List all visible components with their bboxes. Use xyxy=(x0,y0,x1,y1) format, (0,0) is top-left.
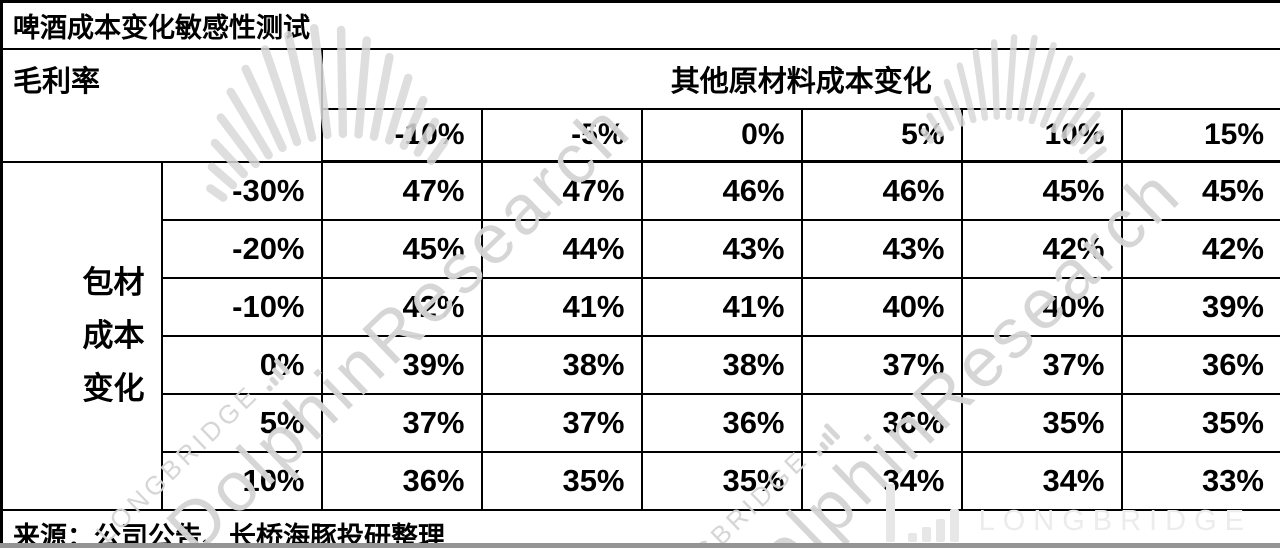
col-header-10%: 10% xyxy=(960,108,1123,163)
row-header--30%: -30% xyxy=(160,160,323,221)
table-cell: 40% xyxy=(960,277,1123,337)
table-cell: 42% xyxy=(1120,219,1280,279)
table-cell: 37% xyxy=(480,393,643,453)
table-cell: 45% xyxy=(960,160,1123,221)
col-header--10%: -10% xyxy=(320,108,483,163)
table-row: 0% 39% 38% 38% 37% 37% 36% xyxy=(2,335,1280,395)
header-group-row: 毛利率 其他原材料成本变化 xyxy=(0,48,1280,163)
col-header-5%: 5% xyxy=(800,108,963,163)
column-group-label: 其他原材料成本变化 xyxy=(320,48,1280,110)
table-cell: 44% xyxy=(480,219,643,279)
table-cell: 38% xyxy=(640,335,803,395)
table-cell: 47% xyxy=(480,160,643,221)
table-cell: 35% xyxy=(1120,393,1280,453)
title-row: 啤酒成本变化敏感性测试 xyxy=(0,0,1280,50)
table-cell: 37% xyxy=(320,393,483,453)
table-row: -10% 42% 41% 41% 40% 40% 39% xyxy=(2,277,1280,337)
row-header-10%: 10% xyxy=(160,451,323,511)
table-row: 包材 成本 变化 -30% 47% 47% 46% 46% 45% 45% xyxy=(0,160,1280,511)
col-header-0%: 0% xyxy=(640,108,803,163)
figure-title: 啤酒成本变化敏感性测试 xyxy=(0,0,1280,50)
table-cell: 42% xyxy=(320,277,483,337)
source-note: 来源：公司公告、长桥海豚投研整理 xyxy=(0,509,1280,548)
table-cell: 35% xyxy=(640,451,803,511)
table-cell: 37% xyxy=(960,335,1123,395)
table-cell: 36% xyxy=(1120,335,1280,395)
table-cell: 45% xyxy=(320,219,483,279)
row-header-5%: 5% xyxy=(160,393,323,453)
table-cell: 43% xyxy=(640,219,803,279)
table-cell: 35% xyxy=(480,451,643,511)
table-cell: 37% xyxy=(800,335,963,395)
table-cell: 34% xyxy=(800,451,963,511)
table-cell: 40% xyxy=(800,277,963,337)
col-header-15%: 15% xyxy=(1120,108,1280,163)
table-cell: 41% xyxy=(480,277,643,337)
table-cell: 35% xyxy=(960,393,1123,453)
table-cell: 36% xyxy=(320,451,483,511)
table-row: -20% 45% 44% 43% 43% 42% 42% xyxy=(2,219,1280,279)
table-cell: 38% xyxy=(480,335,643,395)
col-header--5%: -5% xyxy=(480,108,643,163)
table-cell: 36% xyxy=(640,393,803,453)
table-cell: 39% xyxy=(1120,277,1280,337)
table-cell: 45% xyxy=(1120,160,1280,221)
table-row: 5% 37% 37% 36% 36% 35% 35% xyxy=(2,393,1280,453)
table-cell: 46% xyxy=(640,160,803,221)
row-header--20%: -20% xyxy=(160,219,323,279)
table-cell: 42% xyxy=(960,219,1123,279)
table-cell: 36% xyxy=(800,393,963,453)
table-cell: 39% xyxy=(320,335,483,395)
table-cell: 34% xyxy=(960,451,1123,511)
table-cell: 46% xyxy=(800,160,963,221)
row-group-label: 包材 成本 变化 xyxy=(0,160,163,511)
row-header--10%: -10% xyxy=(160,277,323,337)
table-cell: 43% xyxy=(800,219,963,279)
table-cell: 41% xyxy=(640,277,803,337)
source-row: 来源：公司公告、长桥海豚投研整理 xyxy=(0,509,1280,548)
corner-label: 毛利率 xyxy=(0,48,323,163)
row-header-0%: 0% xyxy=(160,335,323,395)
table-row: 10% 36% 35% 35% 34% 34% 33% xyxy=(2,451,1280,511)
table-cell: 33% xyxy=(1120,451,1280,511)
table-cell: 47% xyxy=(320,160,483,221)
